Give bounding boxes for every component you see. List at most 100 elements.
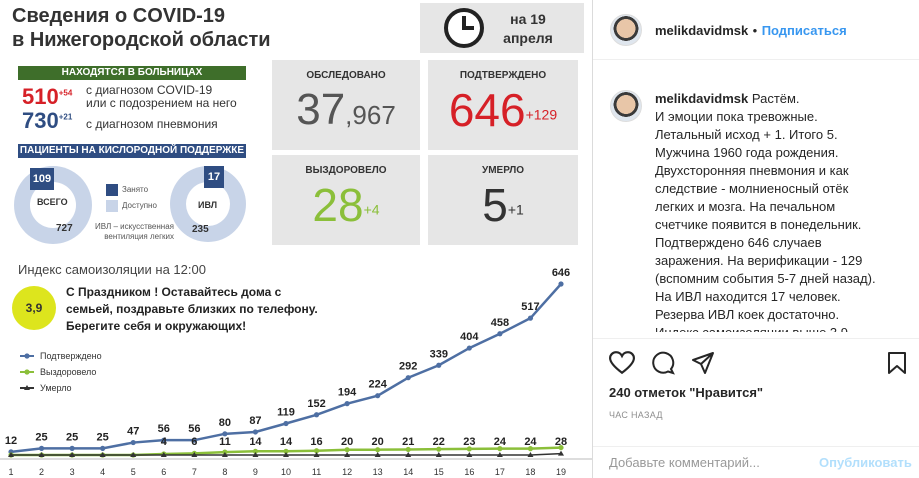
caption-line: легких и мозга. На печальном	[655, 199, 836, 214]
hosp-covid-label-1: с диагнозом COVID-19	[86, 83, 213, 97]
caption-username[interactable]: melikdavidmsk	[655, 91, 749, 106]
recovered-number: 28	[312, 179, 364, 231]
died-title: УМЕРЛО	[481, 165, 525, 176]
comment-box: Добавьте комментарий... Опубликовать	[593, 446, 919, 478]
data-point	[405, 452, 412, 457]
data-point	[375, 393, 381, 399]
likes-count[interactable]: 240 отметок "Нравится"	[609, 385, 764, 400]
avatar[interactable]	[610, 14, 642, 46]
clock-icon	[444, 8, 484, 48]
hosp-covid-count: 510+54	[22, 84, 72, 110]
data-point	[38, 445, 45, 451]
x-tick-label: 3	[70, 467, 75, 477]
total-occupied: 109	[30, 168, 54, 190]
x-tick-label: 14	[403, 467, 413, 477]
data-label: 25	[97, 431, 109, 443]
data-label: 28	[555, 436, 567, 448]
data-label: 404	[460, 331, 479, 343]
caption: melikdavidmsk Растём. И эмоции пока трев…	[655, 90, 905, 332]
data-point	[283, 452, 289, 457]
data-point	[344, 401, 350, 407]
data-label: 16	[310, 436, 322, 448]
data-label: 25	[35, 431, 47, 443]
caption-text: Растём.	[751, 91, 800, 106]
data-point	[252, 452, 259, 457]
caption-line: melikdavidmsk Растём.	[655, 90, 905, 108]
post-actions: 240 отметок "Нравится" ЧАС НАЗАД	[593, 338, 919, 428]
data-point	[160, 452, 167, 457]
data-label: 119	[277, 407, 295, 419]
legend-marker	[24, 369, 30, 375]
data-point	[436, 446, 442, 452]
comment-icon[interactable]	[651, 351, 675, 375]
data-label: 646	[552, 267, 570, 279]
x-tick-label: 6	[161, 467, 166, 477]
data-point	[130, 452, 137, 457]
follow-button[interactable]: Подписаться	[761, 23, 847, 38]
data-point	[436, 362, 442, 368]
infographic: Сведения о COVID-19 в Нижегородской обла…	[0, 3, 592, 477]
data-label: 22	[433, 436, 445, 448]
x-tick-label: 12	[342, 467, 352, 477]
data-label: 25	[66, 431, 78, 443]
data-point	[69, 445, 75, 451]
post-time[interactable]: ЧАС НАЗАД	[609, 410, 663, 420]
hosp-pneumonia-label: с диагнозом пневмония	[86, 117, 218, 131]
data-label: 4	[161, 436, 168, 448]
data-point	[313, 448, 320, 454]
header-dot: •	[752, 23, 758, 38]
data-point	[405, 375, 411, 381]
legend-label: Умерло	[40, 383, 72, 393]
data-label: 24	[494, 436, 507, 448]
total-available: 727	[56, 223, 73, 234]
data-point	[252, 429, 259, 435]
x-tick-label: 7	[192, 467, 197, 477]
examined-rest: ,967	[345, 100, 396, 130]
data-label: 23	[463, 436, 475, 448]
data-point	[527, 452, 534, 457]
date-line-2: апреля	[503, 30, 553, 46]
caption-line: заражения. На верификации - 129	[655, 253, 863, 268]
title-line-1: Сведения о COVID-19	[12, 5, 226, 27]
data-point	[558, 281, 564, 287]
header-username[interactable]: melikdavidmsk	[655, 23, 749, 38]
legend-occupied-swatch	[106, 184, 118, 196]
heart-icon[interactable]	[609, 351, 635, 375]
share-icon[interactable]	[691, 351, 715, 375]
ivl-available: 235	[192, 224, 209, 235]
x-tick-label: 8	[222, 467, 227, 477]
isolation-index: 3,9	[12, 286, 56, 330]
isolation-label: Индекс самоизоляции на 12:00	[18, 262, 206, 277]
data-point	[344, 452, 351, 457]
hosp-covid-label-2: или с подозрением на него	[86, 96, 237, 110]
publish-button[interactable]: Опубликовать	[819, 455, 912, 470]
caption-line: На ИВЛ находится 17 человек.	[655, 289, 841, 304]
x-tick-label: 10	[281, 467, 291, 477]
bookmark-icon[interactable]	[887, 351, 907, 375]
data-label: 339	[430, 348, 448, 360]
infographic-title: Сведения о COVID-19 в Нижегородской обла…	[12, 4, 271, 52]
hosp-covid-delta: +54	[58, 88, 73, 98]
data-point	[466, 345, 472, 351]
data-point	[497, 446, 503, 452]
data-label: 292	[399, 361, 417, 373]
message-line-2: семьей, поздравьте близких по телефону.	[66, 302, 318, 316]
recovered-value: 28+4	[272, 178, 420, 232]
data-point	[283, 448, 289, 454]
caption-line: И эмоции пока тревожные.	[655, 109, 818, 124]
data-point	[130, 439, 136, 446]
x-tick-label: 13	[373, 467, 383, 477]
data-label: 224	[368, 379, 387, 391]
post-panel: melikdavidmsk • Подписаться melikdavidms…	[592, 0, 919, 478]
comment-input[interactable]: Добавьте комментарий...	[609, 455, 760, 470]
ivl-label: ИВЛ	[198, 200, 218, 210]
data-label: 458	[491, 317, 509, 329]
x-tick-label: 15	[434, 467, 444, 477]
x-tick-label: 2	[39, 467, 44, 477]
examined-card: ОБСЛЕДОВАНО 37,967	[272, 60, 420, 150]
x-tick-label: 5	[131, 467, 136, 477]
post-header: melikdavidmsk • Подписаться	[593, 0, 919, 60]
caption-avatar[interactable]	[610, 90, 642, 122]
data-point	[496, 452, 503, 457]
